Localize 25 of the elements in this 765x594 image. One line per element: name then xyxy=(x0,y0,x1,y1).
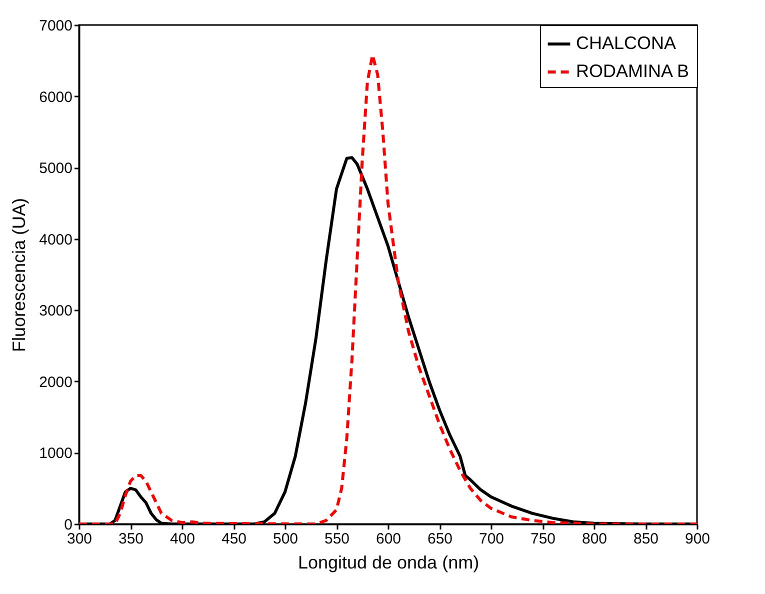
legend-label: CHALCONA xyxy=(576,33,676,53)
x-tick-label: 900 xyxy=(684,530,710,548)
y-tick-label: 6000 xyxy=(39,88,72,106)
legend-label: RODAMINA B xyxy=(576,61,690,81)
y-tick-label: 1000 xyxy=(39,445,72,462)
x-tick-label: 650 xyxy=(427,530,453,548)
y-tick-label: 7000 xyxy=(39,18,72,34)
x-tick-label: 550 xyxy=(324,530,350,548)
x-tick-label: 450 xyxy=(221,530,247,548)
y-axis-title: Fluorescencia (UA) xyxy=(9,198,30,352)
x-tick-label: 500 xyxy=(272,530,298,548)
x-tick-label: 850 xyxy=(633,530,659,548)
y-tick-label: 2000 xyxy=(39,374,72,391)
x-tick-label: 400 xyxy=(170,530,196,548)
x-tick-label: 300 xyxy=(66,530,92,548)
x-tick-label: 700 xyxy=(478,530,504,548)
x-axis-title: Longitud de onda (nm) xyxy=(298,552,480,572)
x-tick-label: 800 xyxy=(582,530,608,548)
y-tick-label: 0 xyxy=(64,516,72,534)
x-tick-label: 600 xyxy=(376,530,402,548)
y-tick-label: 3000 xyxy=(39,302,72,320)
x-tick-label: 750 xyxy=(530,530,556,548)
x-tick-label: 350 xyxy=(118,530,144,548)
y-tick-label: 5000 xyxy=(39,160,72,178)
y-tick-label: 4000 xyxy=(39,231,72,248)
